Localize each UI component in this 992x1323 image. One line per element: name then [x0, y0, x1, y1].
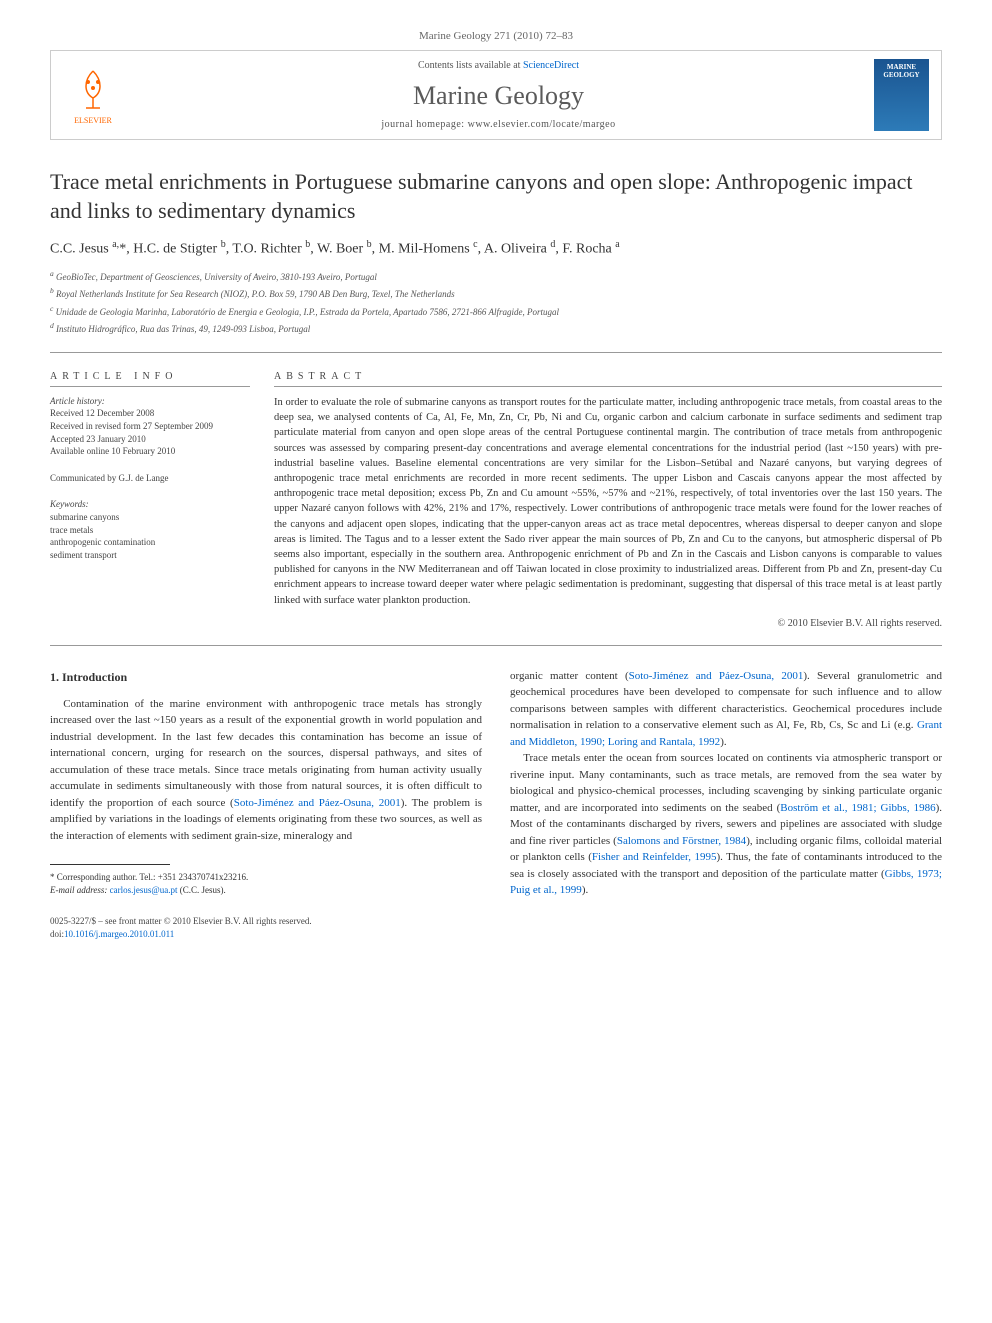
- authors-list: C.C. Jesus a,*, H.C. de Stigter b, T.O. …: [50, 239, 942, 258]
- issn-line: 0025-3227/$ – see front matter © 2010 El…: [50, 915, 942, 928]
- ref-link[interactable]: Salomons and Förstner, 1984: [617, 835, 746, 847]
- ref-link[interactable]: Boström et al., 1981; Gibbs, 1986: [780, 802, 935, 814]
- affiliation-line: c Unidade de Geologia Marinha, Laboratór…: [50, 303, 942, 320]
- contents-prefix: Contents lists available at: [418, 60, 523, 71]
- banner-center: Contents lists available at ScienceDirec…: [123, 60, 874, 130]
- body-paragraph: Contamination of the marine environment …: [50, 696, 482, 845]
- elsevier-logo: ELSEVIER: [63, 60, 123, 130]
- email-label: E-mail address:: [50, 885, 110, 895]
- text-span: organic matter content (: [510, 670, 629, 682]
- homepage-url: www.elsevier.com/locate/margeo: [468, 119, 616, 130]
- abstract-label: ABSTRACT: [274, 371, 942, 387]
- ref-link[interactable]: Fisher and Reinfelder, 1995: [592, 851, 717, 863]
- email-who: (C.C. Jesus).: [177, 885, 225, 895]
- affiliations: a GeoBioTec, Department of Geosciences, …: [50, 268, 942, 337]
- accepted-date: Accepted 23 January 2010: [50, 433, 250, 446]
- cover-title: MARINE GEOLOGY: [878, 63, 925, 79]
- footnote-rule: [50, 864, 170, 865]
- keywords-block: Keywords: submarine canyonstrace metalsa…: [50, 498, 250, 561]
- keyword: submarine canyons: [50, 511, 250, 524]
- corresponding-author-footnote: * Corresponding author. Tel.: +351 23437…: [50, 871, 482, 896]
- keyword: sediment transport: [50, 549, 250, 562]
- keywords-label: Keywords:: [50, 498, 250, 511]
- journal-cover-thumb: MARINE GEOLOGY: [874, 59, 929, 131]
- communicated-val: Communicated by G.J. de Lange: [50, 472, 250, 485]
- ref-link[interactable]: Soto-Jiménez and Páez-Osuna, 2001: [629, 670, 804, 682]
- body-columns: 1. Introduction Contamination of the mar…: [50, 668, 942, 899]
- doi-link[interactable]: 10.1016/j.margeo.2010.01.011: [64, 929, 174, 939]
- received-date: Received 12 December 2008: [50, 407, 250, 420]
- abstract-text: In order to evaluate the role of submari…: [274, 395, 942, 608]
- title-section: Trace metal enrichments in Portuguese su…: [50, 144, 942, 353]
- keyword: anthropogenic contamination: [50, 536, 250, 549]
- text-span: ).: [582, 884, 588, 896]
- elsevier-tree-icon: [68, 66, 118, 116]
- corr-author-line: * Corresponding author. Tel.: +351 23437…: [50, 871, 482, 884]
- article-title: Trace metal enrichments in Portuguese su…: [50, 168, 942, 225]
- body-col-left: 1. Introduction Contamination of the mar…: [50, 668, 482, 899]
- page-footer: 0025-3227/$ – see front matter © 2010 El…: [50, 915, 942, 940]
- affiliation-line: a GeoBioTec, Department of Geosciences, …: [50, 268, 942, 285]
- sciencedirect-link[interactable]: ScienceDirect: [523, 60, 579, 71]
- body-paragraph: Trace metals enter the ocean from source…: [510, 750, 942, 899]
- journal-citation: Marine Geology 271 (2010) 72–83: [50, 30, 942, 42]
- article-history: Article history: Received 12 December 20…: [50, 395, 250, 458]
- journal-name: Marine Geology: [123, 81, 874, 111]
- text-span: Contamination of the marine environment …: [50, 698, 482, 809]
- section-heading: 1. Introduction: [50, 668, 482, 686]
- ref-link[interactable]: Soto-Jiménez and Páez-Osuna, 2001: [234, 797, 401, 809]
- article-info-label: ARTICLE INFO: [50, 371, 250, 387]
- affiliation-line: b Royal Netherlands Institute for Sea Re…: [50, 285, 942, 302]
- contents-line: Contents lists available at ScienceDirec…: [123, 60, 874, 71]
- doi-label: doi:: [50, 929, 64, 939]
- communicated-by: Communicated by G.J. de Lange: [50, 472, 250, 485]
- body-col-right: organic matter content (Soto-Jiménez and…: [510, 668, 942, 899]
- elsevier-label: ELSEVIER: [74, 116, 112, 125]
- abstract-copyright: © 2010 Elsevier B.V. All rights reserved…: [274, 618, 942, 629]
- homepage-label: journal homepage:: [381, 119, 467, 130]
- info-abstract-row: ARTICLE INFO Article history: Received 1…: [50, 371, 942, 646]
- body-paragraph: organic matter content (Soto-Jiménez and…: [510, 668, 942, 751]
- article-info-column: ARTICLE INFO Article history: Received 1…: [50, 371, 250, 629]
- email-link[interactable]: carlos.jesus@ua.pt: [110, 885, 178, 895]
- journal-banner: ELSEVIER Contents lists available at Sci…: [50, 50, 942, 140]
- journal-homepage: journal homepage: www.elsevier.com/locat…: [123, 119, 874, 130]
- revised-date: Received in revised form 27 September 20…: [50, 420, 250, 433]
- online-date: Available online 10 February 2010: [50, 445, 250, 458]
- history-label: Article history:: [50, 395, 250, 408]
- keyword: trace metals: [50, 524, 250, 537]
- text-span: ).: [720, 736, 726, 748]
- affiliation-line: d Instituto Hidrográfico, Rua das Trinas…: [50, 320, 942, 337]
- abstract-column: ABSTRACT In order to evaluate the role o…: [274, 371, 942, 629]
